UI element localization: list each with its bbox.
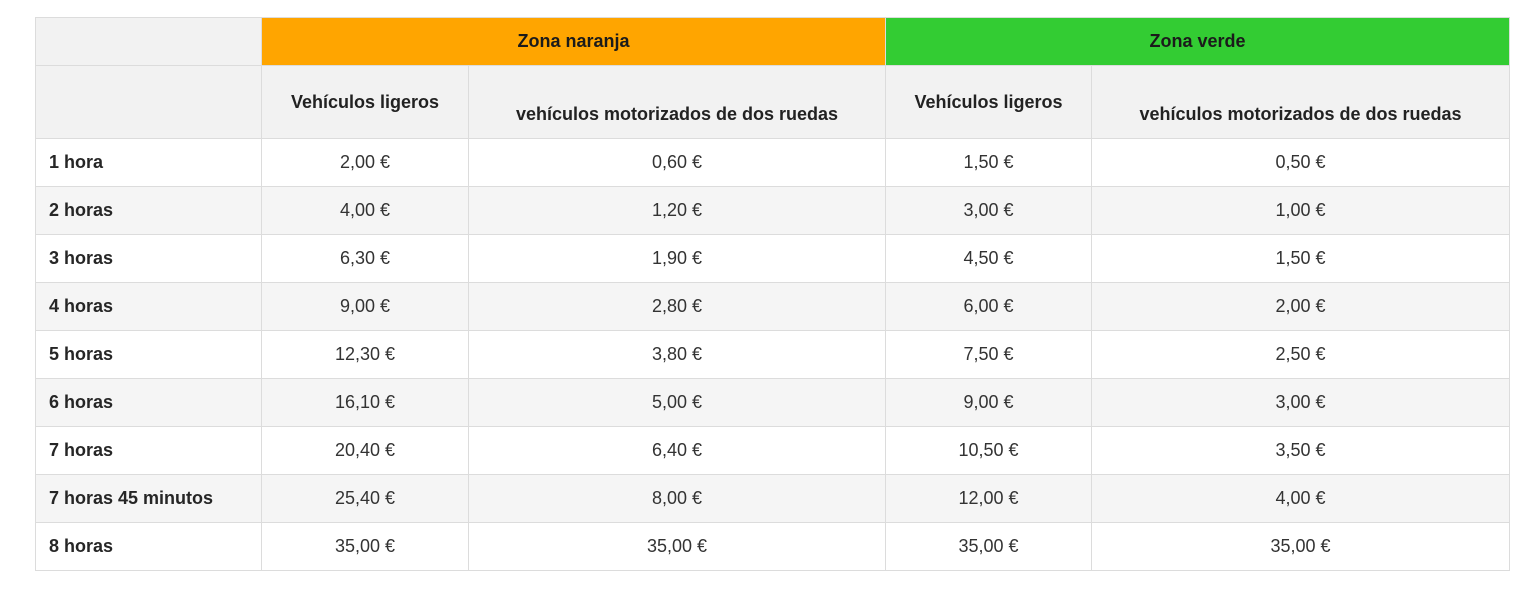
price-cell: 1,50 €: [885, 138, 1092, 187]
price-cell: 6,00 €: [885, 282, 1092, 331]
row-label: 2 horas: [35, 186, 262, 235]
price-cell: 9,00 €: [261, 282, 469, 331]
parking-rates-table: Zona naranja Zona verde Vehículos ligero…: [35, 17, 1510, 571]
price-cell: 2,00 €: [1091, 282, 1510, 331]
price-cell: 0,50 €: [1091, 138, 1510, 187]
price-cell: 1,50 €: [1091, 234, 1510, 283]
price-cell: 10,50 €: [885, 426, 1092, 475]
price-cell: 35,00 €: [261, 522, 469, 571]
price-cell: 35,00 €: [468, 522, 886, 571]
price-cell: 3,00 €: [885, 186, 1092, 235]
price-cell: 9,00 €: [885, 378, 1092, 427]
table-row: 7 horas 45 minutos 25,40 € 8,00 € 12,00 …: [35, 474, 1510, 523]
price-cell: 1,00 €: [1091, 186, 1510, 235]
row-label: 1 hora: [35, 138, 262, 187]
price-cell: 4,00 €: [261, 186, 469, 235]
price-cell: 3,50 €: [1091, 426, 1510, 475]
col-header-verde-dos-ruedas: vehículos motorizados de dos ruedas: [1091, 65, 1510, 139]
price-cell: 8,00 €: [468, 474, 886, 523]
price-cell: 16,10 €: [261, 378, 469, 427]
price-cell: 12,30 €: [261, 330, 469, 379]
table-row: 3 horas 6,30 € 1,90 € 4,50 € 1,50 €: [35, 234, 1510, 283]
price-cell: 6,40 €: [468, 426, 886, 475]
vehicle-type-header-row: Vehículos ligeros vehículos motorizados …: [35, 65, 1510, 139]
price-cell: 12,00 €: [885, 474, 1092, 523]
col-header-verde-ligeros: Vehículos ligeros: [885, 65, 1092, 139]
row-label: 7 horas: [35, 426, 262, 475]
price-cell: 6,30 €: [261, 234, 469, 283]
col-header-naranja-dos-ruedas: vehículos motorizados de dos ruedas: [468, 65, 886, 139]
price-cell: 1,90 €: [468, 234, 886, 283]
price-cell: 3,00 €: [1091, 378, 1510, 427]
row-label: 6 horas: [35, 378, 262, 427]
price-cell: 1,20 €: [468, 186, 886, 235]
table-row: 7 horas 20,40 € 6,40 € 10,50 € 3,50 €: [35, 426, 1510, 475]
price-cell: 2,50 €: [1091, 330, 1510, 379]
price-cell: 5,00 €: [468, 378, 886, 427]
row-label: 7 horas 45 minutos: [35, 474, 262, 523]
price-cell: 2,80 €: [468, 282, 886, 331]
price-cell: 3,80 €: [468, 330, 886, 379]
table-row: 5 horas 12,30 € 3,80 € 7,50 € 2,50 €: [35, 330, 1510, 379]
row-label: 5 horas: [35, 330, 262, 379]
table-row: 1 hora 2,00 € 0,60 € 1,50 € 0,50 €: [35, 138, 1510, 187]
table-row: 4 horas 9,00 € 2,80 € 6,00 € 2,00 €: [35, 282, 1510, 331]
corner-cell-2: [35, 65, 262, 139]
row-label: 8 horas: [35, 522, 262, 571]
col-header-naranja-ligeros: Vehículos ligeros: [261, 65, 469, 139]
row-label: 3 horas: [35, 234, 262, 283]
price-cell: 35,00 €: [1091, 522, 1510, 571]
table-row: 8 horas 35,00 € 35,00 € 35,00 € 35,00 €: [35, 522, 1510, 571]
price-cell: 20,40 €: [261, 426, 469, 475]
price-cell: 4,50 €: [885, 234, 1092, 283]
zone-header-row: Zona naranja Zona verde: [35, 17, 1510, 66]
price-cell: 7,50 €: [885, 330, 1092, 379]
price-cell: 4,00 €: [1091, 474, 1510, 523]
price-cell: 2,00 €: [261, 138, 469, 187]
row-label: 4 horas: [35, 282, 262, 331]
price-cell: 0,60 €: [468, 138, 886, 187]
price-cell: 25,40 €: [261, 474, 469, 523]
table-row: 6 horas 16,10 € 5,00 € 9,00 € 3,00 €: [35, 378, 1510, 427]
price-cell: 35,00 €: [885, 522, 1092, 571]
zone-header-naranja: Zona naranja: [261, 17, 886, 66]
corner-cell: [35, 17, 262, 66]
table-row: 2 horas 4,00 € 1,20 € 3,00 € 1,00 €: [35, 186, 1510, 235]
zone-header-verde: Zona verde: [885, 17, 1510, 66]
